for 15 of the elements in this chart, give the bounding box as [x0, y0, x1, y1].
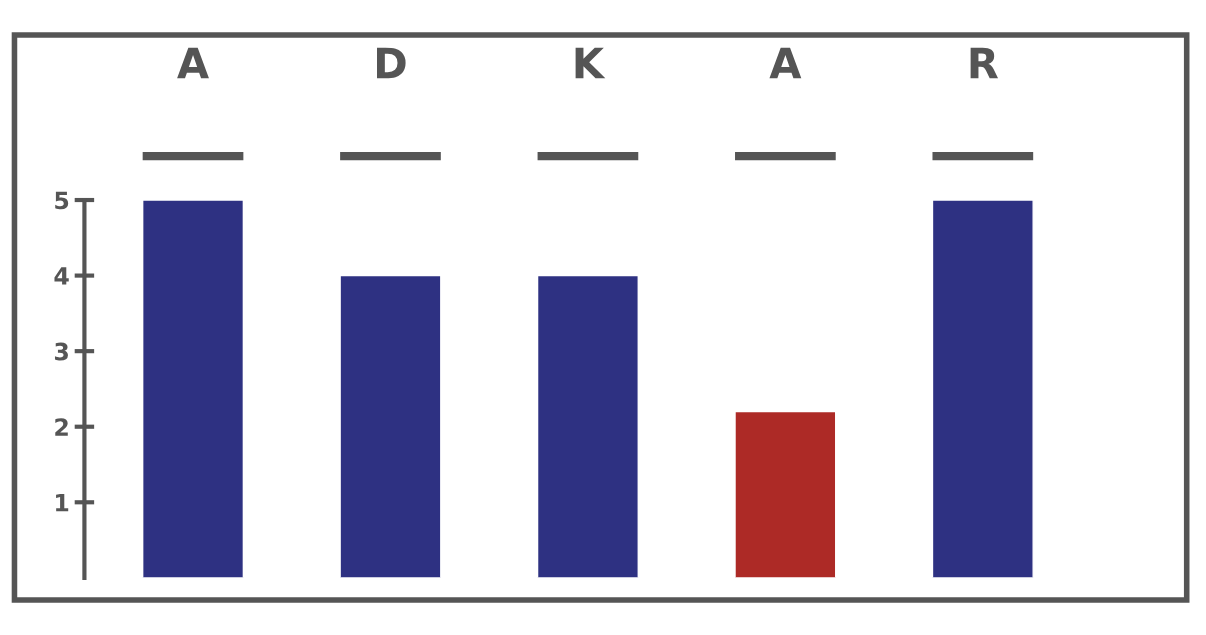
x-tick-label: A: [177, 47, 209, 79]
bar: [734, 410, 837, 578]
y-tick-label: 1: [56, 494, 69, 512]
x-tick-label: K: [575, 47, 606, 79]
bar: [931, 200, 1034, 578]
bar: [339, 274, 442, 578]
y-tick-label: 3: [54, 342, 68, 361]
y-tick-label: 5: [55, 191, 69, 210]
bar: [141, 200, 245, 578]
x-tick-label: R: [970, 47, 999, 79]
x-tick-label: A: [769, 47, 802, 79]
y-tick-label: 4: [54, 267, 69, 285]
x-tick-label: D: [377, 47, 406, 79]
y-tick-label: 2: [55, 418, 68, 436]
bar: [536, 274, 639, 578]
